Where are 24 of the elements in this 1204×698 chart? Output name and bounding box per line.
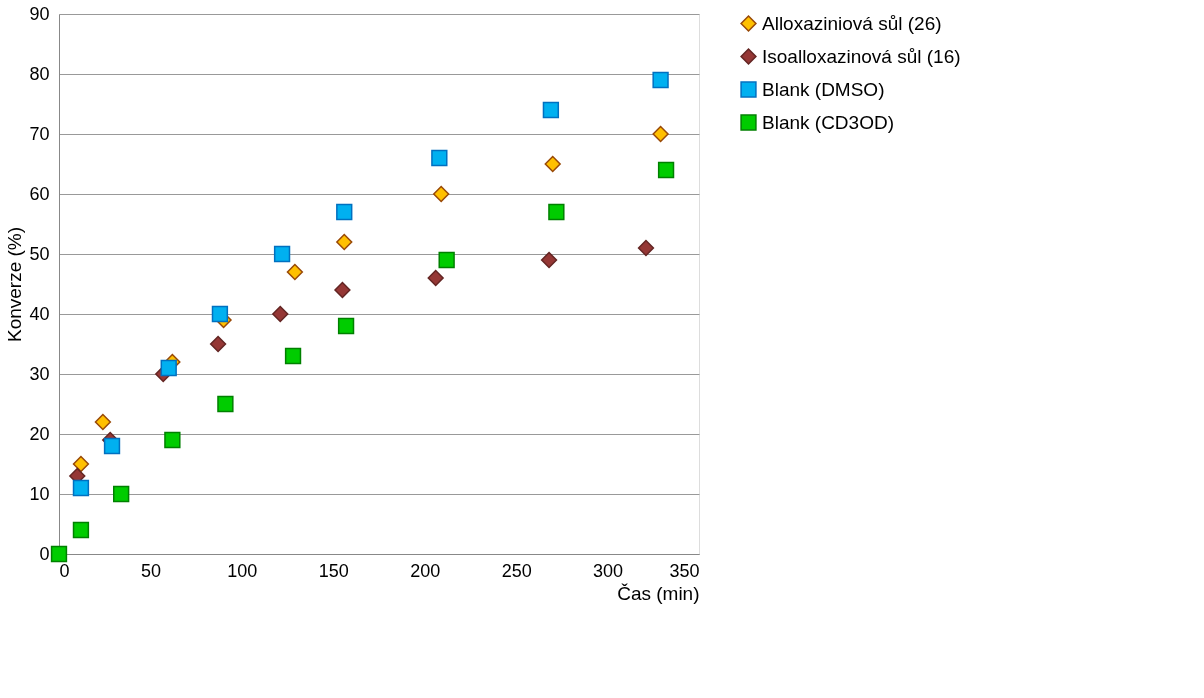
y-tick-label: 20: [29, 423, 50, 444]
legend-label: Blank (CD3OD): [762, 111, 894, 133]
y-tick-label: 30: [29, 363, 50, 384]
legend-label: Isoalloxazinová sůl (16): [762, 45, 961, 67]
x-tick-label: 150: [318, 560, 349, 581]
x-tick-label: 300: [593, 560, 624, 581]
legend-label: Blank (DMSO): [762, 78, 885, 100]
x-tick-label: 350: [669, 560, 700, 581]
y-tick-label: 50: [29, 243, 50, 264]
x-tick-label: 100: [227, 560, 258, 581]
y-tick-label: 0: [39, 543, 50, 564]
y-tick-label: 60: [29, 183, 50, 204]
x-tick-label: 250: [501, 560, 532, 581]
y-tick-label: 40: [29, 303, 50, 324]
legend-label: Alloxaziniová sůl (26): [762, 12, 942, 34]
x-tick-label: 0: [59, 560, 70, 581]
y-axis-title: Konverze (%): [4, 226, 26, 343]
y-tick-label: 10: [29, 483, 50, 504]
y-tick-label: 70: [29, 123, 50, 144]
y-tick-label: 90: [29, 3, 50, 24]
x-axis-title: Čas (min): [617, 582, 700, 604]
x-tick-label: 200: [410, 560, 441, 581]
x-tick-label: 50: [140, 560, 161, 581]
y-tick-label: 80: [29, 63, 50, 84]
